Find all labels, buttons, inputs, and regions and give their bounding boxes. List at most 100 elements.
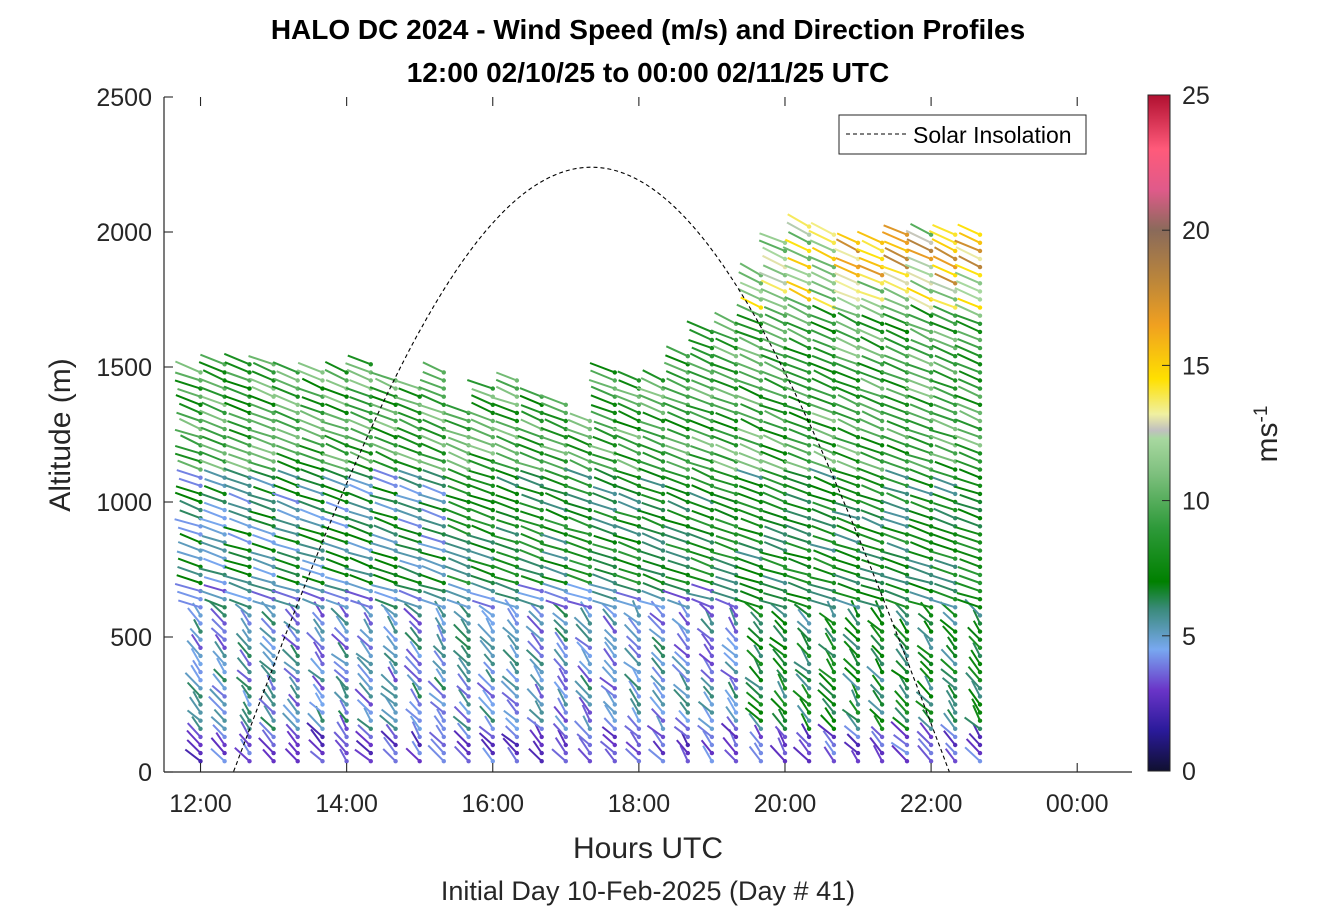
wind-barb-tip	[806, 726, 812, 731]
wind-barb-tip	[320, 435, 325, 440]
wind-barb	[813, 369, 835, 382]
wind-barb-tip	[953, 621, 958, 626]
wind-barb	[435, 668, 445, 681]
wind-barb-tip	[563, 678, 568, 683]
wind-barb	[947, 699, 957, 714]
wind-barb-tip	[539, 702, 544, 707]
wind-barb-tip	[587, 532, 593, 537]
wind-barb	[702, 745, 713, 762]
wind-barb	[228, 492, 250, 503]
wind-barb	[956, 402, 981, 414]
wind-barb	[764, 525, 786, 536]
wind-barb-tip	[539, 621, 544, 626]
wind-barb	[458, 688, 470, 706]
wind-barb-tip	[441, 702, 446, 707]
wind-barb-tip	[685, 637, 690, 642]
wind-barb-tip	[904, 232, 910, 237]
wind-barb	[753, 724, 762, 738]
wind-barb	[530, 632, 543, 649]
wind-barb	[954, 581, 981, 593]
wind-barb	[447, 436, 469, 447]
wind-barb	[825, 658, 835, 673]
wind-barb	[578, 736, 591, 754]
wind-barb	[299, 452, 323, 463]
wind-barb-tip	[612, 378, 617, 383]
wind-barb	[543, 526, 567, 536]
wind-barb-tip	[953, 564, 958, 569]
wind-barb	[566, 493, 591, 503]
wind-barb	[883, 271, 908, 285]
wind-barb	[190, 647, 202, 665]
wind-barb	[968, 656, 981, 673]
wind-barb-tip	[247, 678, 252, 683]
wind-barb-tip	[417, 588, 422, 594]
wind-barb	[383, 652, 397, 665]
wind-barb	[419, 556, 445, 568]
wind-barb-tip	[344, 548, 349, 553]
wind-barb	[909, 494, 932, 503]
wind-barb-tip	[490, 750, 495, 756]
wind-barb	[428, 692, 445, 706]
wind-barb	[908, 524, 932, 536]
wind-barb	[616, 475, 640, 487]
wind-barb	[959, 493, 981, 503]
wind-barb-tip	[977, 345, 983, 351]
wind-barb-tip	[466, 426, 471, 432]
wind-barb	[714, 597, 737, 609]
wind-barb-tip	[953, 710, 958, 715]
wind-barb-tip	[247, 548, 252, 553]
wind-barb-tip	[928, 402, 934, 407]
wind-barb-tip	[855, 686, 861, 691]
wind-barb	[666, 460, 689, 471]
wind-barb-tip	[271, 629, 276, 634]
wind-barb	[843, 640, 859, 657]
wind-barb-tip	[806, 532, 812, 537]
wind-barb-tip	[198, 661, 203, 667]
wind-barb-tip	[198, 637, 203, 642]
wind-barb	[954, 394, 981, 406]
wind-barb	[605, 689, 616, 706]
wind-barb	[687, 370, 713, 382]
wind-barb	[288, 693, 299, 706]
wind-barb	[761, 475, 786, 487]
wind-barb-tip	[368, 410, 373, 416]
wind-barb-tip	[758, 637, 764, 642]
wind-barb	[856, 289, 883, 301]
wind-barb	[738, 336, 762, 349]
wind-barb-tip	[539, 750, 544, 756]
wind-barb	[905, 428, 932, 439]
wind-barb-tip	[320, 661, 325, 667]
wind-barb-tip	[733, 613, 739, 618]
wind-barb	[899, 618, 908, 633]
wind-barb	[331, 633, 348, 649]
wind-barb-tip	[806, 313, 812, 318]
wind-barb-tip	[247, 742, 252, 748]
wind-barb-tip	[539, 759, 544, 764]
wind-barb-tip	[271, 605, 276, 610]
wind-barb-tip	[514, 629, 520, 634]
wind-barb	[736, 313, 762, 325]
wind-barb-tip	[782, 742, 788, 748]
wind-barb	[409, 626, 421, 641]
wind-barb-tip	[928, 734, 934, 740]
wind-barb	[817, 643, 835, 657]
wind-barb-tip	[393, 410, 398, 416]
wind-barb	[942, 611, 956, 625]
wind-barb	[739, 281, 762, 293]
wind-barb	[834, 501, 859, 512]
wind-barb-tip	[636, 726, 642, 731]
wind-barb	[714, 518, 737, 528]
wind-barb-tip	[417, 613, 422, 618]
wind-barb	[544, 469, 567, 479]
wind-barb	[321, 541, 347, 552]
wind-barb-tip	[806, 499, 812, 505]
wind-barb	[312, 641, 324, 657]
wind-barb-tip	[393, 540, 398, 545]
wind-barb-tip	[928, 370, 934, 375]
wind-barb	[469, 518, 494, 528]
wind-barb	[761, 337, 786, 350]
wind-barb	[932, 223, 956, 236]
wind-barb	[800, 723, 810, 738]
wind-barb-tip	[563, 726, 568, 731]
wind-barb	[284, 608, 299, 625]
